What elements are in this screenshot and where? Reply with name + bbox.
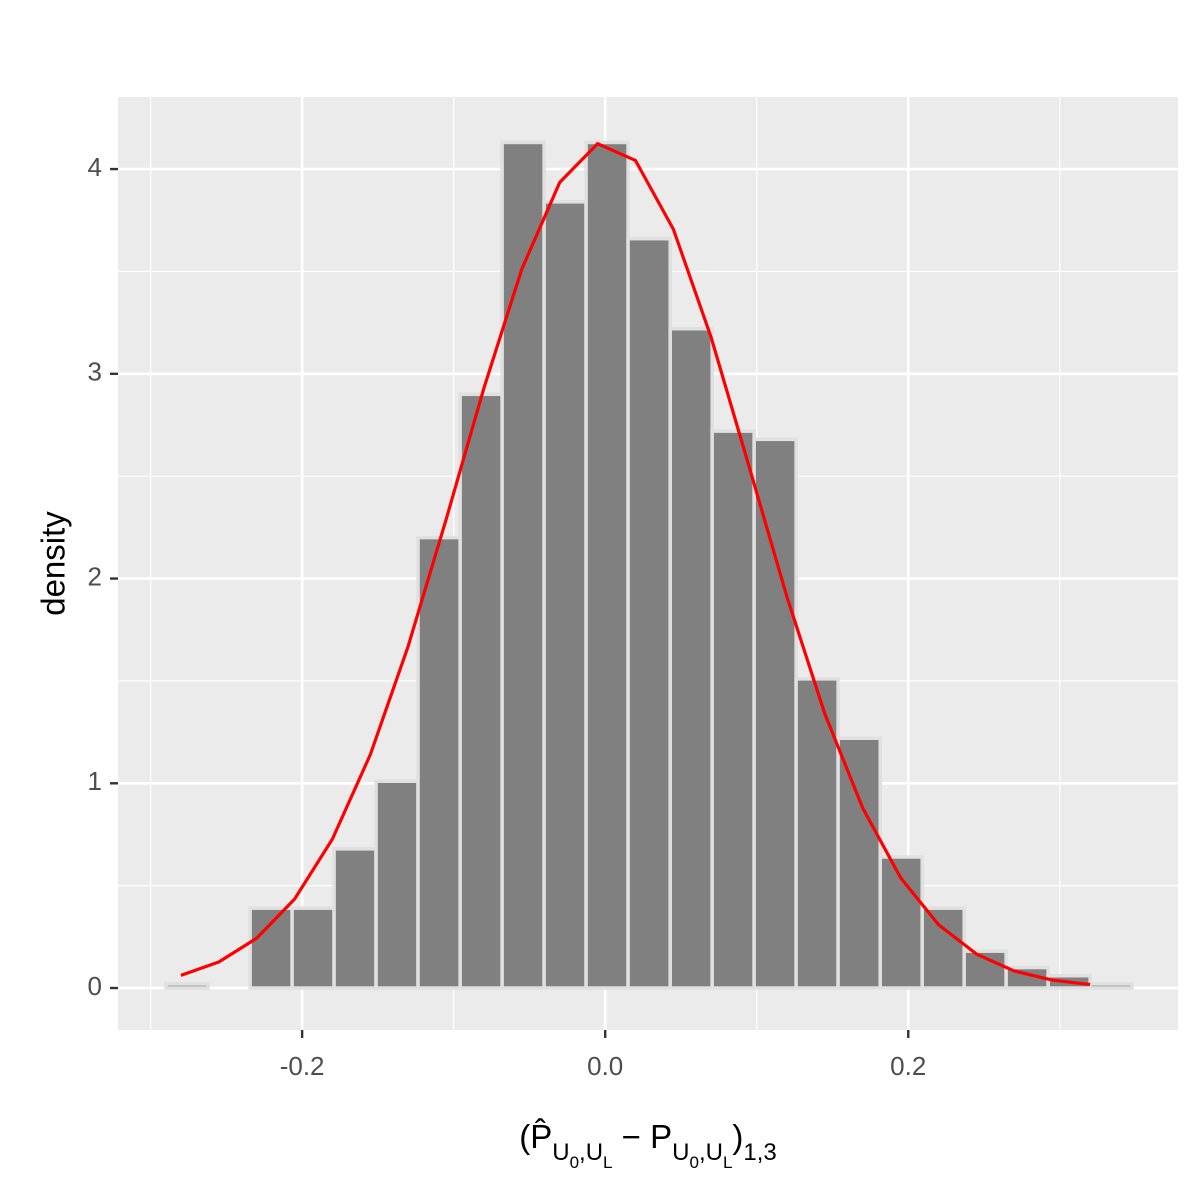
bar xyxy=(752,437,798,990)
bar xyxy=(626,236,672,990)
y-tick-label: 3 xyxy=(88,357,102,387)
x-axis-label-part: L xyxy=(603,1153,612,1172)
x-tick-label: 0.0 xyxy=(587,1051,623,1081)
density-curve xyxy=(180,142,1091,987)
x-axis-label-part: ,U xyxy=(699,1139,723,1166)
x-tick-label: 0.2 xyxy=(890,1051,926,1081)
bar xyxy=(374,779,420,990)
bar xyxy=(836,736,882,990)
x-axis-label-part: U xyxy=(552,1139,569,1166)
x-axis-label-part: 1,3 xyxy=(743,1139,776,1166)
x-axis-label-part: − P xyxy=(613,1118,673,1155)
x-axis-label-part: 0 xyxy=(689,1153,698,1172)
x-axis-label-part: 0 xyxy=(570,1153,579,1172)
bar xyxy=(920,906,966,990)
y-tick-label: 0 xyxy=(88,971,102,1001)
bar xyxy=(416,535,462,990)
bar xyxy=(584,140,630,990)
y-tick-label: 2 xyxy=(88,561,102,591)
y-tick-label: 4 xyxy=(88,152,102,182)
bar xyxy=(290,906,336,990)
bar xyxy=(668,327,714,990)
bar xyxy=(1088,982,1134,990)
x-axis-label-part: ) xyxy=(732,1118,743,1155)
bar xyxy=(164,982,210,990)
x-axis-label-part: U xyxy=(672,1139,689,1166)
bar xyxy=(458,392,504,990)
y-axis-label: density xyxy=(35,511,72,616)
x-axis-label-part: ( xyxy=(519,1118,530,1155)
bar xyxy=(794,677,840,990)
bar xyxy=(332,847,378,990)
x-axis-label-part: L xyxy=(723,1153,732,1172)
x-axis-label-part: P̂ xyxy=(530,1118,552,1155)
x-axis-label: (P̂U0,UL − PU0,UL)1,3 xyxy=(519,1118,777,1172)
bar xyxy=(542,200,588,990)
y-tick-label: 1 xyxy=(88,766,102,796)
x-tick-label: -0.2 xyxy=(280,1051,325,1081)
x-axis-label-part: ,U xyxy=(579,1139,603,1166)
bar xyxy=(248,906,294,990)
bar xyxy=(710,429,756,990)
